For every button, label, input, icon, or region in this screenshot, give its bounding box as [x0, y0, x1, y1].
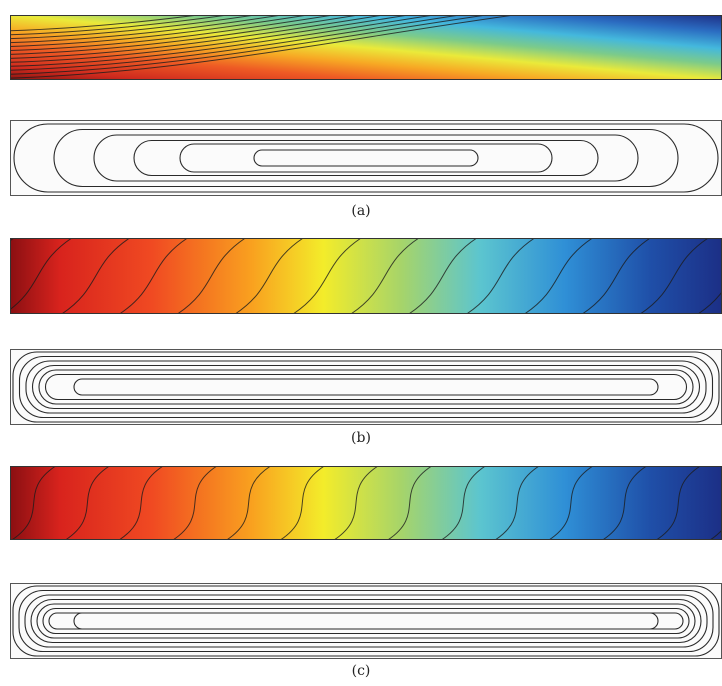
streamline-loop: [12, 585, 720, 657]
isotherm-line: [10, 15, 437, 67]
isotherm-line: [118, 466, 164, 540]
isotherm-line: [11, 466, 56, 540]
caption-b: (b): [351, 430, 371, 446]
isotherm-line: [119, 238, 188, 314]
isotherm-line: [10, 15, 362, 55]
isotherm-line: [226, 466, 271, 540]
isotherm-line: [441, 466, 486, 540]
isotherm-line: [656, 466, 701, 540]
isotherm-line: [10, 15, 232, 36]
streamline-loop: [53, 128, 679, 188]
streamline-loop: [253, 149, 479, 167]
caption-c: (c): [351, 663, 371, 679]
isotherm-line: [10, 15, 202, 32]
streamline-loop: [42, 607, 690, 635]
streamline-loop: [73, 612, 659, 630]
streamline-loop: [31, 364, 701, 410]
caption-a: (a): [351, 203, 371, 219]
isotherm-line: [172, 466, 218, 540]
temperature-contour-a: [10, 15, 722, 80]
temperature-contour-b: [10, 238, 722, 314]
streamline-loop: [93, 134, 639, 182]
streamline-plot-c: [10, 583, 722, 659]
isotherm-line: [350, 238, 420, 314]
streamline-background: [10, 120, 722, 196]
streamline-loop: [24, 594, 708, 648]
isotherm-line: [524, 238, 593, 314]
isotherm-line: [65, 466, 110, 540]
isotherm-line: [10, 15, 490, 75]
isotherm-line: [10, 15, 518, 79]
isotherm-line: [639, 238, 709, 314]
isotherm-line: [697, 290, 722, 314]
isotherm-line: [466, 238, 535, 314]
streamline-loop: [18, 589, 714, 653]
streamline-loop: [73, 378, 659, 396]
streamline-background: [10, 583, 722, 659]
isotherm-line: [10, 15, 337, 51]
isotherm-line: [177, 238, 246, 314]
streamline-loop: [18, 355, 714, 419]
temperature-field: [10, 466, 722, 540]
isotherm-line: [292, 238, 362, 314]
isotherm-line: [494, 466, 540, 540]
streamline-loop: [133, 139, 599, 177]
isotherm-line: [10, 15, 387, 59]
isotherm-line: [10, 15, 412, 63]
isotherm-line: [548, 466, 594, 540]
isotherm-line: [582, 238, 651, 314]
streamline-loop: [38, 369, 694, 405]
isotherm-line: [61, 238, 130, 314]
streamline-loop: [36, 603, 696, 639]
streamline-loop: [179, 143, 553, 173]
streamline-loop: [12, 351, 720, 423]
isotherm-line: [234, 238, 304, 314]
isotherm-line: [709, 528, 722, 540]
isotherm-line: [10, 15, 260, 40]
streamline-plot-b: [10, 349, 722, 425]
temperature-contour-c: [10, 466, 722, 540]
streamline-loop: [25, 360, 707, 414]
isotherm-line: [408, 238, 478, 314]
streamline-plot-a: [10, 120, 722, 196]
isotherm-line: [602, 466, 647, 540]
isotherm-line: [10, 15, 286, 44]
isotherm-line: [387, 466, 432, 540]
isotherm-line: [333, 466, 379, 540]
streamline-loop: [30, 598, 702, 644]
streamline-loop: [13, 123, 719, 193]
streamline-loop: [44, 373, 688, 401]
isotherm-line: [10, 15, 312, 47]
isotherm-line: [10, 15, 463, 71]
isotherm-line: [10, 238, 73, 311]
streamline-background: [10, 349, 722, 425]
isotherm-line: [280, 466, 325, 540]
